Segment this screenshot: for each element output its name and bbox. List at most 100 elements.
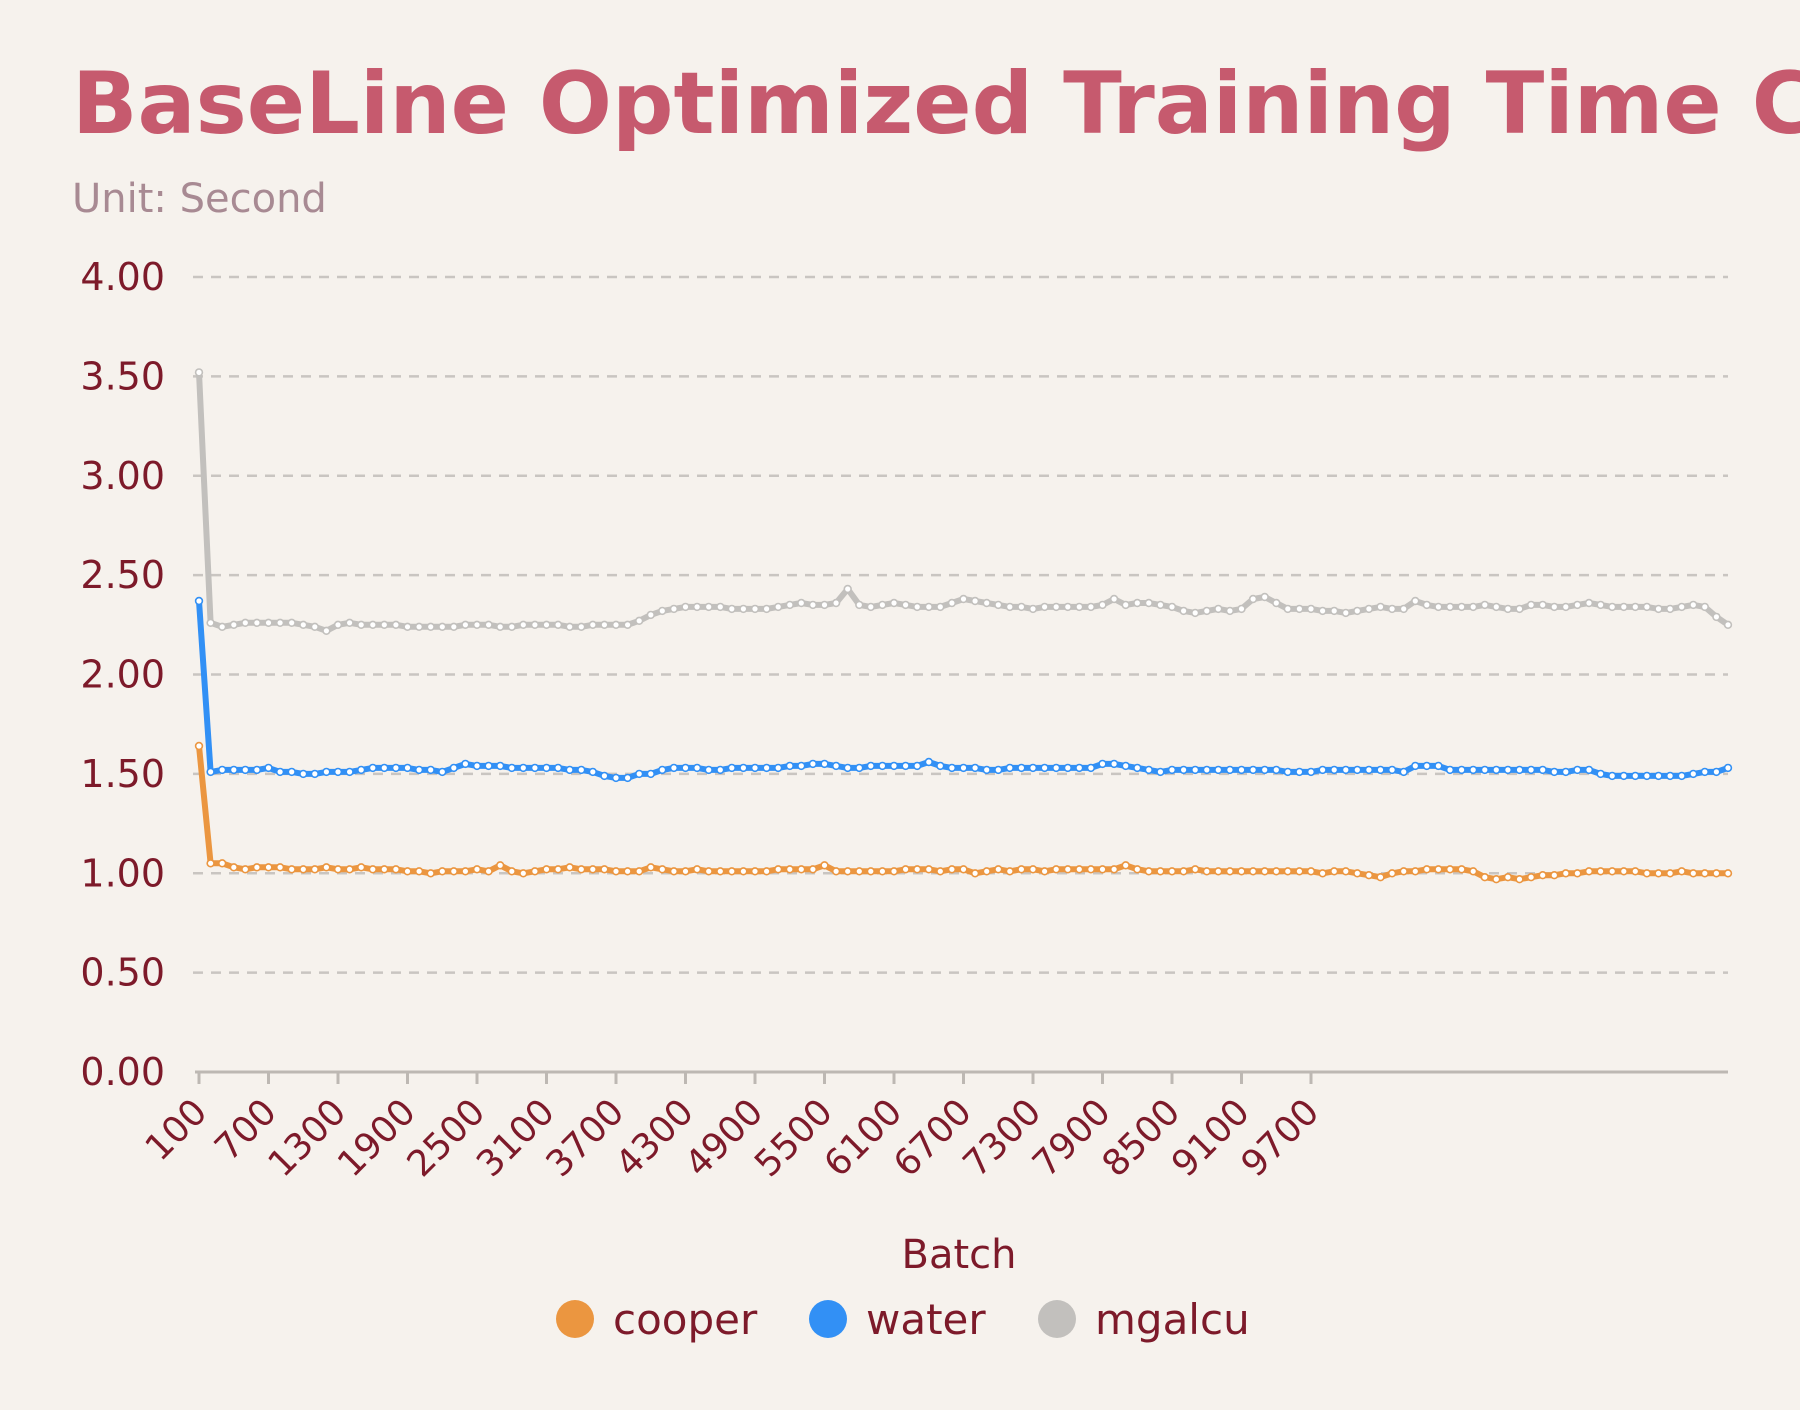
data-point-mgalcu bbox=[1341, 608, 1351, 618]
data-point-cooper bbox=[252, 863, 262, 872]
data-point-mgalcu bbox=[889, 598, 899, 608]
chart-title: BaseLine Optimized Training Time Chart bbox=[72, 54, 1800, 154]
data-point-cooper bbox=[194, 741, 204, 751]
data-point-water bbox=[924, 757, 933, 767]
data-point-water bbox=[1457, 765, 1466, 775]
data-point-water bbox=[739, 763, 748, 773]
data-point-water bbox=[1399, 767, 1408, 777]
data-point-cooper bbox=[1017, 865, 1026, 874]
data-point-water bbox=[878, 761, 887, 771]
data-point-water bbox=[496, 761, 505, 771]
x-tick-label: 3700 bbox=[539, 1091, 633, 1185]
data-point-water bbox=[553, 763, 563, 773]
data-point-cooper bbox=[461, 867, 470, 876]
data-point-cooper bbox=[1283, 867, 1293, 876]
data-point-water bbox=[588, 767, 597, 777]
y-tick-label: 3.00 bbox=[80, 454, 165, 498]
data-point-water bbox=[1109, 759, 1119, 769]
data-point-water bbox=[1468, 765, 1478, 775]
data-point-mgalcu bbox=[1550, 602, 1559, 612]
data-point-water bbox=[1480, 765, 1490, 775]
data-point-water bbox=[275, 767, 285, 777]
data-point-mgalcu bbox=[1422, 600, 1432, 610]
data-point-cooper bbox=[1237, 867, 1246, 876]
data-point-cooper bbox=[808, 865, 818, 874]
data-point-water bbox=[206, 767, 215, 777]
data-point-water bbox=[1086, 763, 1096, 773]
data-point-cooper bbox=[1306, 867, 1316, 876]
data-point-mgalcu bbox=[206, 618, 215, 627]
x-tick-label: 7900 bbox=[1025, 1091, 1119, 1185]
data-point-water bbox=[1121, 761, 1130, 771]
legend-swatch-mgalcu bbox=[1038, 1300, 1076, 1338]
legend-item-water[interactable]: water bbox=[809, 1295, 986, 1344]
legend-label-cooper: cooper bbox=[613, 1295, 758, 1344]
data-point-mgalcu bbox=[1492, 602, 1501, 612]
data-point-cooper bbox=[1063, 865, 1073, 874]
data-point-cooper bbox=[1353, 869, 1362, 878]
data-point-mgalcu bbox=[924, 602, 933, 612]
data-point-water bbox=[1677, 771, 1686, 781]
data-point-cooper bbox=[1492, 874, 1501, 884]
data-point-cooper bbox=[391, 865, 401, 874]
data-point-cooper bbox=[634, 867, 644, 876]
data-point-water bbox=[843, 763, 852, 773]
data-point-water bbox=[1306, 767, 1316, 777]
data-point-mgalcu bbox=[831, 598, 841, 608]
data-point-water bbox=[299, 769, 308, 779]
data-point-mgalcu bbox=[357, 620, 366, 629]
data-point-water bbox=[1619, 771, 1629, 781]
data-point-water bbox=[611, 773, 621, 783]
data-point-water bbox=[762, 763, 771, 773]
data-point-water bbox=[1156, 767, 1165, 777]
data-point-cooper bbox=[1260, 867, 1269, 876]
data-point-cooper bbox=[1399, 867, 1408, 876]
data-point-water bbox=[1654, 771, 1663, 781]
data-point-mgalcu bbox=[414, 622, 424, 631]
data-point-mgalcu bbox=[1017, 602, 1026, 612]
data-point-mgalcu bbox=[380, 620, 389, 629]
x-tick-label: 1300 bbox=[261, 1091, 355, 1185]
data-point-cooper bbox=[1573, 869, 1582, 878]
data-point-cooper bbox=[1329, 867, 1339, 876]
data-point-cooper bbox=[414, 867, 424, 876]
data-point-cooper bbox=[1121, 861, 1130, 870]
data-point-cooper bbox=[681, 867, 690, 876]
data-point-water bbox=[1607, 771, 1617, 781]
data-point-mgalcu bbox=[229, 620, 239, 629]
data-point-mgalcu bbox=[982, 598, 991, 608]
data-point-mgalcu bbox=[449, 622, 458, 631]
data-point-mgalcu bbox=[1190, 608, 1200, 618]
data-point-water bbox=[357, 765, 366, 775]
y-tick-label: 1.50 bbox=[80, 752, 165, 796]
data-point-water bbox=[1341, 765, 1351, 775]
data-point-water bbox=[1584, 765, 1594, 775]
series-mgalcu bbox=[194, 368, 1733, 635]
data-point-mgalcu bbox=[1214, 604, 1223, 614]
data-point-cooper bbox=[275, 863, 285, 872]
data-point-mgalcu bbox=[901, 600, 910, 610]
legend-item-mgalcu[interactable]: mgalcu bbox=[1038, 1295, 1250, 1344]
data-point-mgalcu bbox=[1260, 592, 1269, 602]
data-point-cooper bbox=[1144, 867, 1154, 876]
data-point-mgalcu bbox=[218, 622, 227, 631]
data-point-water bbox=[449, 763, 458, 773]
data-point-water bbox=[681, 763, 690, 773]
data-point-mgalcu bbox=[611, 620, 621, 629]
y-axis-ticks: 0.00 0.50 1.00 1.50 2.00 2.50 3.00 3.50 4.00 bbox=[80, 255, 165, 1094]
data-point-mgalcu bbox=[681, 602, 690, 612]
legend-item-cooper[interactable]: cooper bbox=[556, 1295, 758, 1344]
data-point-mgalcu bbox=[287, 618, 296, 627]
legend[interactable]: cooper water mgalcu bbox=[556, 1295, 1250, 1344]
data-point-water bbox=[1272, 765, 1281, 775]
y-tick-label: 2.50 bbox=[80, 553, 165, 597]
data-point-water bbox=[947, 763, 957, 773]
data-point-mgalcu bbox=[438, 622, 447, 631]
data-point-mgalcu bbox=[1642, 602, 1652, 612]
data-point-mgalcu bbox=[1526, 600, 1536, 610]
series-cooper bbox=[194, 741, 1733, 884]
data-point-mgalcu bbox=[936, 602, 945, 612]
data-point-mgalcu bbox=[1515, 604, 1524, 614]
data-point-water bbox=[218, 765, 227, 775]
data-point-mgalcu bbox=[634, 616, 644, 625]
